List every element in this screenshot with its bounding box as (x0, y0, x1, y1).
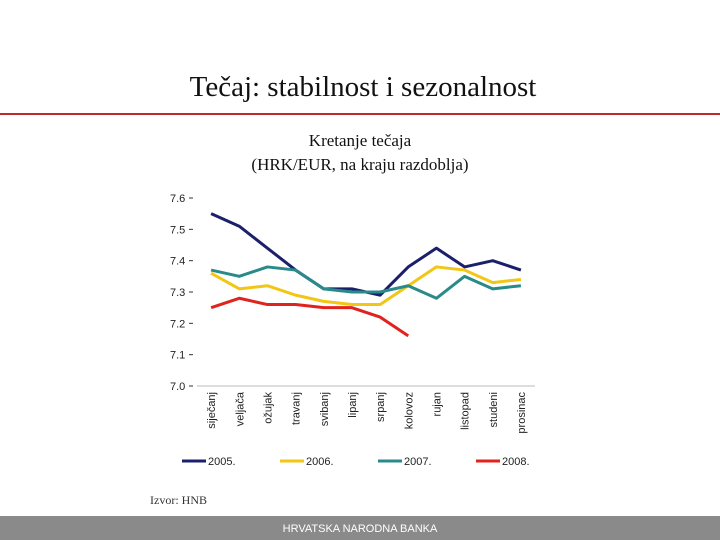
series-line (210, 265, 522, 300)
x-tick-label: ožujak (262, 392, 274, 424)
legend-label: 2008. (502, 456, 530, 468)
legend-label: 2005. (208, 456, 236, 468)
x-tick-label: kolovoz (403, 392, 415, 429)
x-tick-label: listopad (460, 392, 472, 430)
series-line (210, 296, 410, 338)
y-tick-label: 7.0 (170, 381, 185, 393)
x-tick-label: srpanj (375, 392, 387, 422)
legend-label: 2007. (404, 456, 432, 468)
x-tick-label: siječanj (206, 392, 218, 429)
x-tick-label: veljača (234, 391, 246, 426)
x-tick-label: svibanj (319, 392, 331, 426)
chart-subtitle: (HRK/EUR, na kraju razdoblja) (251, 155, 468, 174)
y-tick-label: 7.2 (170, 318, 185, 330)
series-line (210, 265, 522, 307)
source: Izvor: HNB (150, 493, 207, 507)
slide-title: Tečaj: stabilnost i sezonalnost (190, 71, 537, 103)
y-tick-label: 7.4 (170, 256, 185, 268)
x-tick-label: prosinac (516, 392, 528, 434)
y-tick-label: 7.6 (170, 193, 185, 205)
series-line (210, 212, 522, 297)
x-tick-label: studeni (488, 392, 500, 427)
chart-title: Kretanje tečaja (309, 131, 412, 150)
y-tick-label: 7.5 (170, 224, 185, 236)
footer-text: HRVATSKA NARODNA BANKA (283, 523, 438, 535)
x-tick-label: travanj (291, 392, 303, 425)
chart: 7.6 7.5 7.4 7.3 7.2 7.1 7.0 siječanj veljača ožuj… (170, 193, 535, 468)
x-tick-label: rujan (431, 392, 443, 416)
y-tick-label: 7.1 (170, 350, 185, 362)
footer-bar (0, 516, 720, 540)
x-tick-label: lipanj (347, 392, 359, 418)
legend-label: 2006. (306, 456, 334, 468)
y-tick-label: 7.3 (170, 287, 185, 299)
